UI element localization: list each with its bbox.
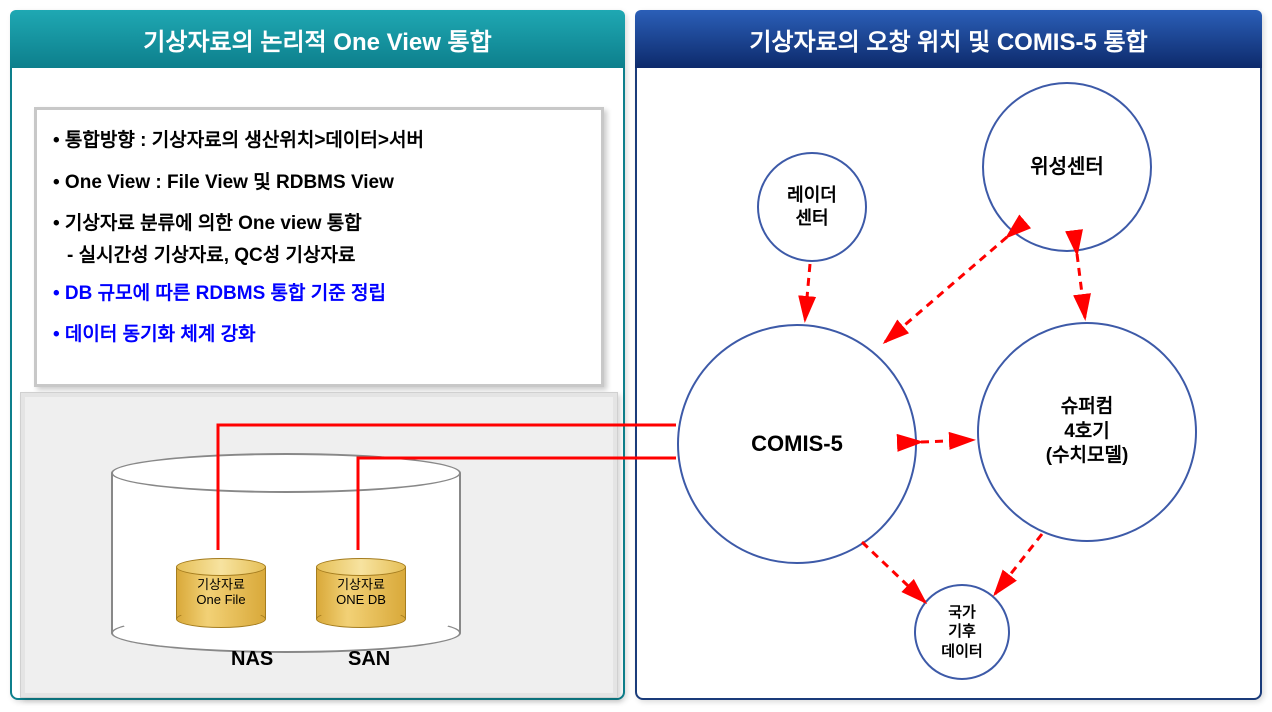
san-label: SAN <box>348 648 390 671</box>
bullet-2: • One View : File View 및 RDBMS View <box>53 170 585 196</box>
big-cylinder <box>111 453 461 653</box>
nas-label: NAS <box>231 648 273 671</box>
node-comis5: COMIS-5 <box>677 324 917 564</box>
node-radar: 레이더 센터 <box>757 152 867 262</box>
right-panel-header: 기상자료의 오창 위치 및 COMIS-5 통합 <box>635 10 1262 68</box>
storage-area: 기상자료One File 기상자료ONE DB NAS SAN <box>20 392 618 698</box>
bullet-1: • 통합방향 : 기상자료의 생산위치>데이터>서버 <box>53 128 585 154</box>
bullet-3-sub: - 실시간성 기상자료, QC성 기상자료 <box>53 243 585 269</box>
node-satellite: 위성센터 <box>982 82 1152 252</box>
bullet-3: • 기상자료 분류에 의한 One view 통합 <box>53 211 585 237</box>
node-supercom: 슈퍼컴 4호기 (수치모델) <box>977 322 1197 542</box>
left-panel-header: 기상자료의 논리적 One View 통합 <box>10 10 625 68</box>
cylinder-one-file: 기상자료One File <box>176 558 266 628</box>
bullet-4: • DB 규모에 따른 RDBMS 통합 기준 정립 <box>53 281 585 307</box>
bullet-box: • 통합방향 : 기상자료의 생산위치>데이터>서버 • One View : … <box>34 107 604 387</box>
left-panel: 기상자료의 논리적 One View 통합 • 통합방향 : 기상자료의 생산위… <box>10 10 625 700</box>
bullet-5: • 데이터 동기화 체계 강화 <box>53 322 585 348</box>
right-panel: 기상자료의 오창 위치 및 COMIS-5 통합 레이더 센터 위성센터 COM… <box>635 10 1262 700</box>
node-nation-climate: 국가 기후 데이터 <box>914 584 1010 680</box>
cylinder-one-db: 기상자료ONE DB <box>316 558 406 628</box>
